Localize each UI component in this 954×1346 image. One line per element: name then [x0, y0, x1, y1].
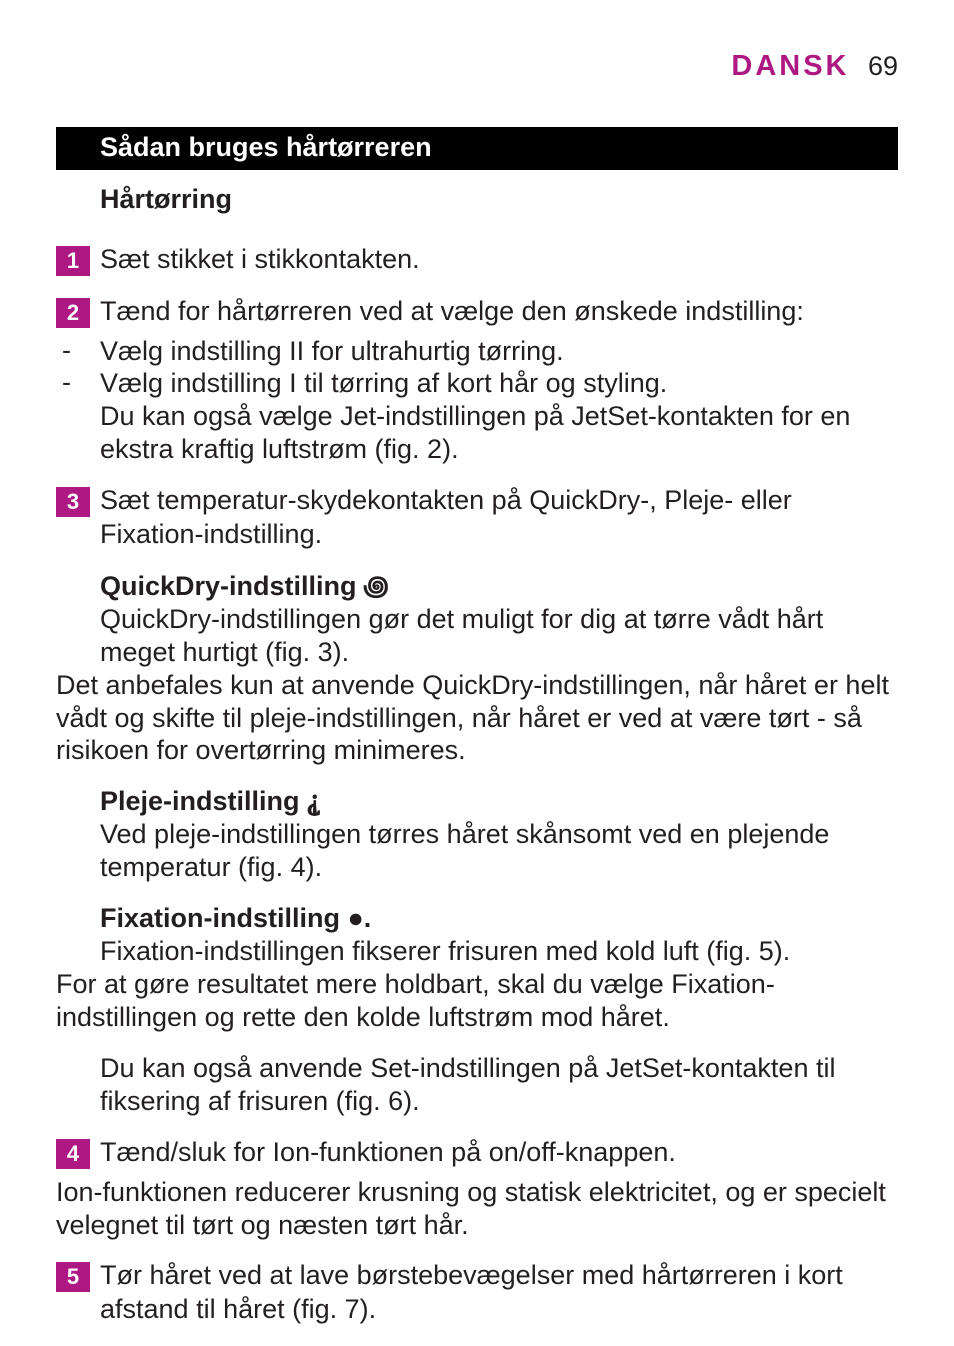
step-5: 5 Tør håret ved at lave børstebevægelser…: [56, 1259, 898, 1327]
step-4: 4 Tænd/sluk for Ion-funktionen på on/off…: [56, 1136, 898, 1170]
pleje-block: Pleje-indstilling ⸘ Ved pleje-indstillin…: [100, 785, 898, 884]
fixation-body: Fixation-indstillingen fikserer frisuren…: [100, 936, 790, 966]
step-5-text: Tør håret ved at lave børstebevægelser m…: [100, 1259, 898, 1327]
step-number-box: 4: [56, 1139, 90, 1169]
step-2: 2 Tænd for hårtørreren ved at vælge den …: [56, 295, 898, 329]
step-4-flush: Ion-funktionen reducerer krusning og sta…: [56, 1176, 898, 1242]
header-page-number: 69: [868, 51, 898, 81]
fixation-after: Du kan også anvende Set-indstillingen på…: [100, 1052, 898, 1118]
pleje-body: Ved pleje-indstillingen tørres håret skå…: [100, 819, 829, 882]
fixation-block: Fixation-indstilling ●. Fixation-indstil…: [100, 902, 898, 968]
quickdry-block: QuickDry-indstilling ꩜ QuickDry-indstill…: [100, 570, 898, 669]
pleje-title: Pleje-indstilling: [100, 786, 300, 816]
dot-icon: ●.: [340, 903, 371, 933]
step-number-box: 2: [56, 298, 90, 328]
step-2-after-text: Du kan også vælge Jet-indstillingen på J…: [100, 400, 898, 466]
step-2-text: Tænd for hårtørreren ved at vælge den øn…: [100, 295, 898, 329]
bullet-dash-icon: -: [56, 335, 100, 366]
bullet-dash-icon: -: [56, 367, 100, 398]
subheading: Hårtørring: [100, 184, 898, 215]
step-number-box: 3: [56, 487, 90, 517]
step-4-text: Tænd/sluk for Ion-funktionen på on/off-k…: [100, 1136, 898, 1170]
header-brand: DANSK: [731, 50, 849, 82]
fixation-flush: For at gøre resultatet mere holdbart, sk…: [56, 968, 898, 1034]
step-1: 1 Sæt stikket i stikkontakten.: [56, 243, 898, 277]
quickdry-body: QuickDry-indstillingen gør det muligt fo…: [100, 604, 823, 667]
section-title-bar: Sådan bruges hårtørreren: [56, 127, 898, 170]
step-2-bullet-1: - Vælg indstilling II for ultrahurtig tø…: [56, 335, 898, 368]
page-header: DANSK 69: [56, 50, 898, 83]
step-2-bullet-2: - Vælg indstilling I til tørring af kort…: [56, 367, 898, 400]
fixation-title: Fixation-indstilling: [100, 903, 340, 933]
step-number-box: 1: [56, 246, 90, 276]
step-1-text: Sæt stikket i stikkontakten.: [100, 243, 898, 277]
quickdry-title: QuickDry-indstilling: [100, 571, 357, 601]
bullet-2-text: Vælg indstilling I til tørring af kort h…: [100, 367, 898, 400]
step-3-text: Sæt temperatur-skydekontakten på QuickDr…: [100, 484, 898, 552]
quickdry-flush: Det anbefales kun at anvende QuickDry-in…: [56, 669, 898, 768]
bullet-1-text: Vælg indstilling II for ultrahurtig tørr…: [100, 335, 898, 368]
wave-icon: ⸘: [300, 786, 321, 816]
step-number-box: 5: [56, 1262, 90, 1292]
step-3: 3 Sæt temperatur-skydekontakten på Quick…: [56, 484, 898, 552]
heat-wave-icon: ꩜: [357, 571, 389, 601]
